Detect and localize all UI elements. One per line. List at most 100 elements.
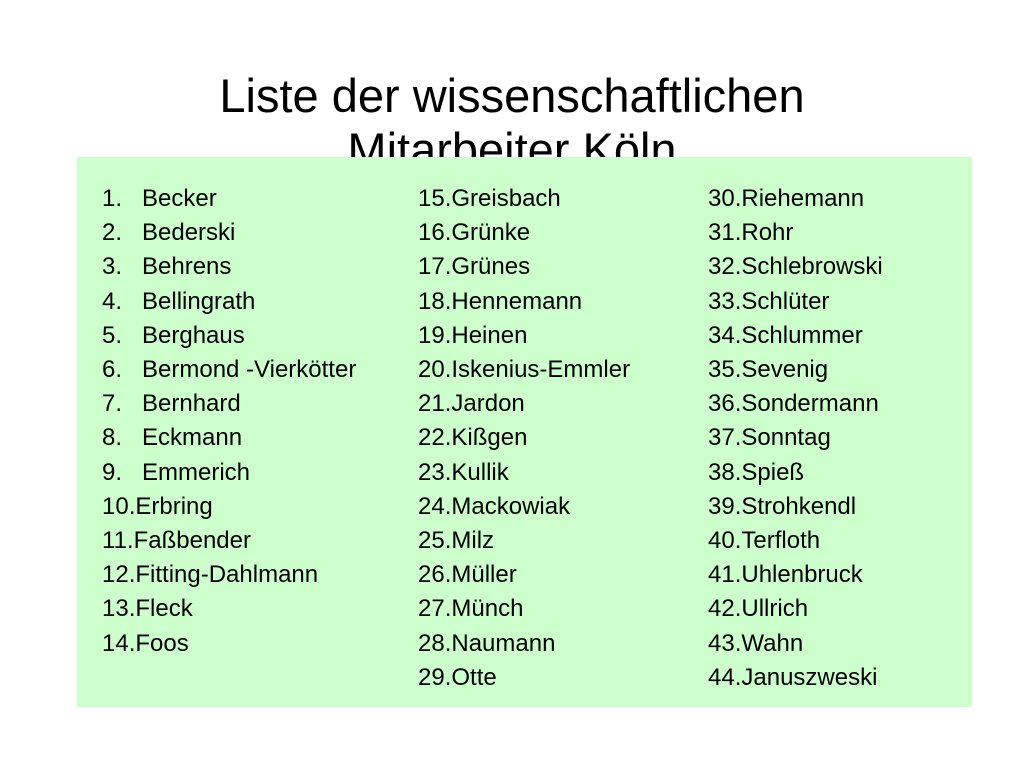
staff-list-item-name: Spieß [741,458,805,486]
staff-list-item: 31. Rohr [708,216,883,250]
staff-list-item-name: Sondermann [741,390,879,418]
staff-list-item: 44. Januszweski [708,661,883,695]
staff-list-item-name: Iskenius-Emmler [451,356,631,384]
staff-list-item: 25. Milz [418,524,630,558]
staff-list-item-number: 5. [102,321,123,349]
staff-list-item-number: 16. [418,219,452,247]
staff-list-item: 10. Erbring [102,490,356,524]
staff-list-item-name: Uhlenbruck [741,561,863,589]
staff-list-item-number: 24. [418,492,452,520]
staff-list-item: 35. Sevenig [708,353,883,387]
staff-list-item-number: 9. [102,458,123,486]
staff-list-item: 1. Becker [102,182,356,216]
staff-list-item-name: Kullik [451,458,509,486]
staff-list-item-name: Sonntag [741,424,831,452]
staff-list-item-name: Behrens [142,253,232,281]
staff-list-box: 1. Becker 2. Bederski 3. Behrens 4. Bellingrath… [77,157,972,707]
staff-list-item: 37. Sonntag [708,421,883,455]
staff-list-item-number: 7. [102,390,123,418]
staff-list-item: 30. Riehemann [708,182,883,216]
staff-list-item: 38. Spieß [708,456,883,490]
staff-list-item: 40. Terfloth [708,524,883,558]
staff-list-item-name: Eckmann [142,424,243,452]
staff-list-item: 43. Wahn [708,627,883,661]
staff-list-item: 22. Kißgen [418,421,630,455]
staff-list-item-number: 20. [418,356,452,384]
staff-list-item-name: Foos [135,629,189,657]
staff-list-item-number: 23. [418,458,452,486]
staff-list-item-number: 14. [102,629,136,657]
staff-list-item: 2. Bederski [102,216,356,250]
staff-list-item-name: Grünes [451,253,531,281]
staff-list-item: 20. Iskenius-Emmler [418,353,630,387]
staff-list-item: 42. Ullrich [708,592,883,626]
staff-list-item-name: Müller [451,561,517,589]
staff-list-item-name: Fleck [135,595,193,623]
staff-list-item-number: 38. [708,458,742,486]
staff-list-item-name: Münch [451,595,524,623]
staff-list-item-number: 1. [102,185,123,212]
staff-list-item: 21. Jardon [418,387,630,421]
staff-list-item-name: Faßbender [133,527,251,555]
staff-list-item-number: 39. [708,492,742,520]
staff-list-item: 33. Schlüter [708,285,883,319]
staff-list-item-number: 25. [418,527,452,555]
staff-list-item-number: 11. [102,527,134,555]
staff-list-item-number: 19. [418,321,452,349]
staff-list-item-number: 18. [418,287,452,315]
staff-list-item-name: Januszweski [741,663,878,691]
staff-list-item-name: Bermond -Vierkötter [142,356,357,384]
staff-list-item-number: 44. [708,663,742,691]
staff-list-item-number: 13. [102,595,136,623]
staff-list-item-name: Schlebrowski [741,253,883,281]
staff-list-item-name: Ullrich [741,595,809,623]
staff-list-item: 24. Mackowiak [418,490,630,524]
staff-list-item: 27. Münch [418,592,630,626]
staff-list-item: 12. Fitting-Dahlmann [102,558,356,592]
staff-list-item-name: Bellingrath [142,287,256,315]
staff-list-item: 11. Faßbender [102,524,356,558]
staff-list-item-name: Schlüter [741,287,830,315]
staff-list-item: 29. Otte [418,661,630,695]
staff-list-item-name: Otte [451,663,497,691]
staff-list-item-name: Greisbach [451,185,561,212]
staff-list-item-number: 15. [418,185,452,212]
staff-list-item-number: 30. [708,185,742,212]
staff-list-item-number: 37. [708,424,742,452]
staff-list-item: 17. Grünes [418,250,630,284]
staff-list-item-number: 26. [418,561,452,589]
staff-list-item: 5. Berghaus [102,319,356,353]
staff-list-item-name: Schlummer [741,321,863,349]
staff-list-item-number: 32. [708,253,742,281]
staff-list-item: 34. Schlummer [708,319,883,353]
staff-list-item-name: Strohkendl [741,492,857,520]
staff-list-column-2: 15. Greisbach 16. Grünke 17. Grünes 18. Hennema… [418,182,630,695]
staff-list-item-name: Sevenig [741,356,829,384]
staff-list-item-number: 6. [102,356,123,384]
staff-list-item-number: 34. [708,321,742,349]
staff-list-item: 23. Kullik [418,456,630,490]
staff-list-item-number: 31. [708,219,742,247]
staff-list-item: 7. Bernhard [102,387,356,421]
staff-list-item-number: 21. [418,390,452,418]
staff-list-item-number: 35. [708,356,742,384]
staff-list-item: 36. Sondermann [708,387,883,421]
staff-list-item: 13. Fleck [102,592,356,626]
staff-list-item-number: 8. [102,424,123,452]
staff-list-item-name: Milz [451,527,495,555]
staff-list-item: 9. Emmerich [102,456,356,490]
staff-list-item: 26. Müller [418,558,630,592]
staff-list-item-number: 29. [418,663,452,691]
staff-list-item: 19. Heinen [418,319,630,353]
staff-list-item: 18. Hennemann [418,285,630,319]
staff-list-item: 4. Bellingrath [102,285,356,319]
staff-list-item: 15. Greisbach [418,182,630,216]
staff-list-item: 8. Eckmann [102,421,356,455]
staff-list-item-number: 28. [418,629,452,657]
staff-list-item-name: Naumann [451,629,556,657]
staff-list-item-number: 33. [708,287,742,315]
staff-list-item-name: Heinen [451,321,528,349]
staff-list-item-name: Fitting-Dahlmann [135,561,319,589]
staff-list-item: 3. Behrens [102,250,356,284]
staff-list-item-number: 40. [708,527,742,555]
